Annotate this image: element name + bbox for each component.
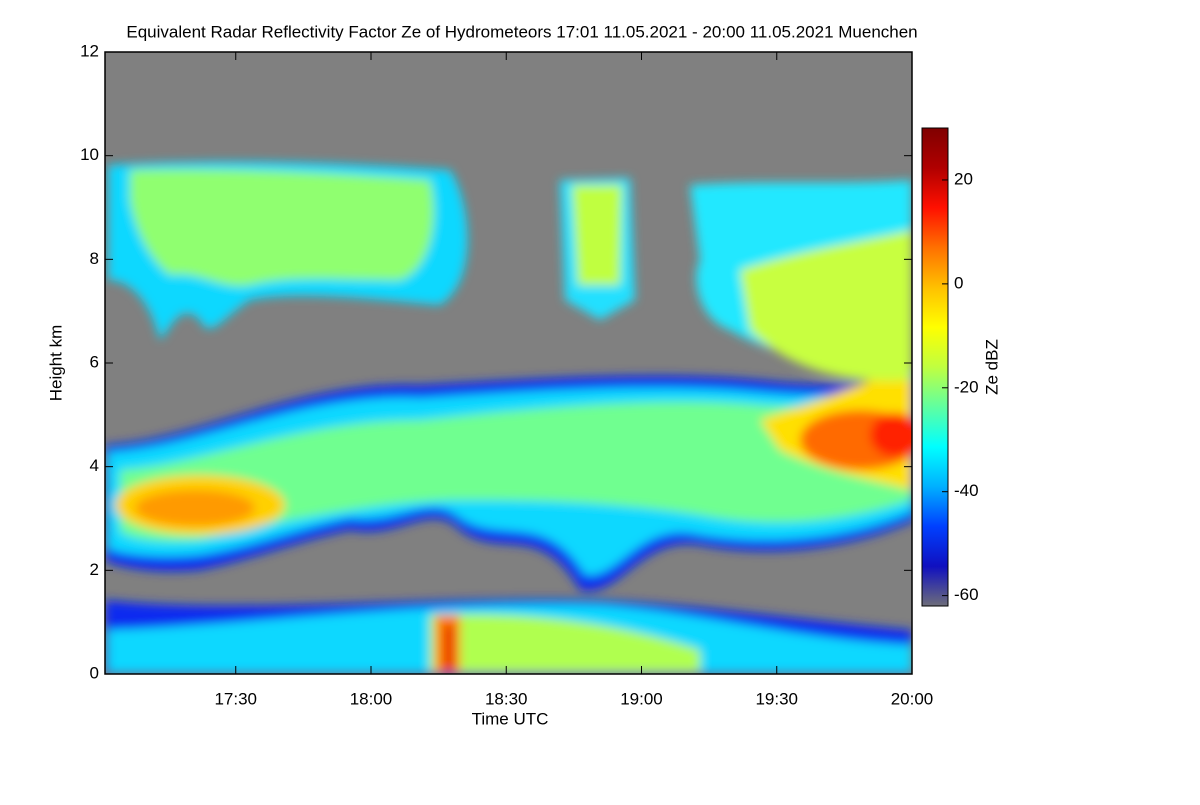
x-tick-label: 18:00 xyxy=(350,689,393,708)
y-tick-label: 6 xyxy=(90,352,99,371)
colorbar-tick-label: 20 xyxy=(954,169,973,188)
colorbar-tick-label: 0 xyxy=(954,273,963,292)
x-tick-label: 19:30 xyxy=(755,689,798,708)
y-tick-label: 10 xyxy=(80,145,99,164)
colorbar-label: Ze dBZ xyxy=(982,339,1001,395)
plot-background xyxy=(105,52,912,674)
colorbar xyxy=(921,127,949,607)
x-tick-label: 20:00 xyxy=(891,689,934,708)
colorbar-tick-label: -20 xyxy=(954,377,979,396)
y-axis-label: Height km xyxy=(46,325,65,402)
reflectivity-field xyxy=(105,161,912,674)
x-axis-label: Time UTC xyxy=(472,709,549,728)
colorbar-tick-label: -40 xyxy=(954,481,979,500)
y-tick-label: 12 xyxy=(80,41,99,60)
x-tick-label: 17:30 xyxy=(214,689,257,708)
y-tick-label: 8 xyxy=(90,249,99,268)
x-tick-label: 18:30 xyxy=(485,689,528,708)
y-tick-label: 0 xyxy=(90,663,99,682)
x-tick-label: 19:00 xyxy=(620,689,663,708)
y-tick-label: 4 xyxy=(90,456,99,475)
chart-title: Equivalent Radar Reflectivity Factor Ze … xyxy=(126,22,917,41)
y-tick-label: 2 xyxy=(90,560,99,579)
colorbar-tick-label: -60 xyxy=(954,585,979,604)
